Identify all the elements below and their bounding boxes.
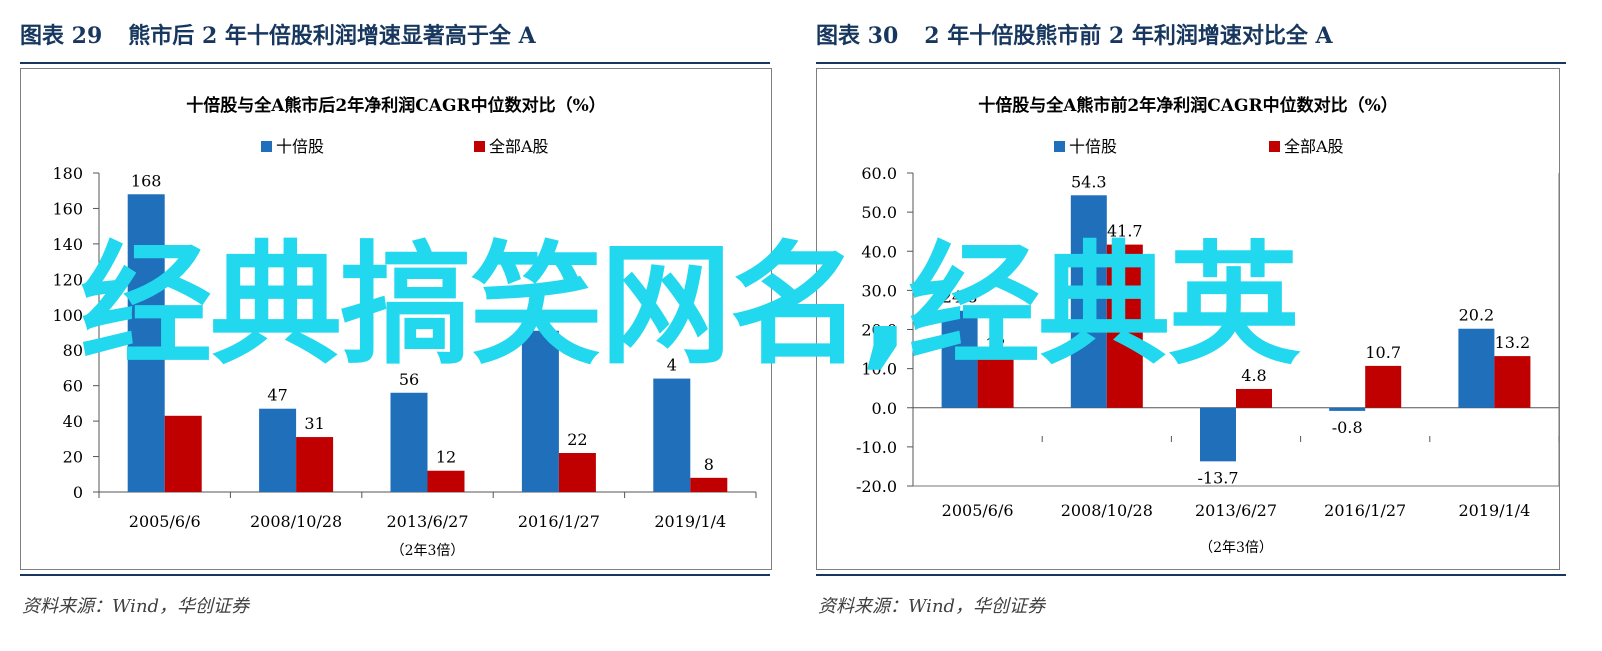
y-tick-label: 100 — [52, 306, 83, 325]
bar — [941, 310, 978, 408]
bar — [427, 470, 465, 492]
data-label: 13.2 — [1495, 333, 1531, 352]
y-tick-label: 120 — [52, 270, 83, 289]
data-label: 20.2 — [1459, 306, 1495, 325]
legend-swatch — [1269, 141, 1280, 152]
data-label: 8 — [704, 455, 714, 474]
figure-title-text: 2 年十倍股熊市前 2 年利润增速对比全 A — [924, 23, 1333, 49]
legend-swatch — [474, 141, 485, 152]
data-label: 56 — [399, 370, 419, 389]
bar — [977, 357, 1014, 408]
x-tick-label: 2005/6/6 — [129, 512, 201, 531]
y-tick-label: -10.0 — [856, 438, 897, 457]
y-tick-label: 140 — [52, 235, 83, 254]
data-label: -13.7 — [1197, 468, 1238, 487]
bar — [690, 477, 728, 492]
chart-title: 十倍股与全A熊市前2年净利润CAGR中位数对比（%） — [978, 95, 1398, 116]
bar — [1329, 407, 1366, 411]
data-label: 31 — [304, 414, 324, 433]
legend-label: 十倍股 — [276, 137, 324, 156]
data-label: -0.8 — [1332, 418, 1363, 437]
legend-label: 全部A股 — [1284, 137, 1344, 156]
legend-label: 全部A股 — [489, 137, 549, 156]
y-tick-label: 20 — [63, 448, 83, 467]
x-axis-label: （2年3倍） — [1199, 540, 1273, 556]
x-tick-label: 2013/6/27 — [386, 512, 468, 531]
y-tick-label: 0.0 — [872, 399, 897, 418]
source-divider — [20, 574, 770, 576]
bar — [558, 453, 596, 492]
figure-30-panel: 图表 30 2 年十倍股熊市前 2 年利润增速对比全 A 十倍股与全A熊市前2年净… — [810, 0, 1602, 651]
x-axis-label: （2年3倍） — [391, 543, 465, 559]
y-tick-label: 50.0 — [861, 203, 897, 222]
chart-title: 十倍股与全A熊市后2年净利润CAGR中位数对比（%） — [186, 95, 606, 116]
title-divider — [816, 62, 1566, 64]
data-label: 12 — [436, 448, 456, 467]
figure-title-text: 熊市后 2 年十倍股利润增速显著高于全 A — [128, 23, 536, 49]
bar — [1070, 195, 1107, 408]
figure-title: 图表 30 2 年十倍股熊市前 2 年利润增速对比全 A — [816, 18, 1333, 50]
data-label: 47 — [267, 386, 287, 405]
legend-swatch — [261, 141, 272, 152]
source-divider — [816, 574, 1566, 576]
y-tick-label: 160 — [52, 199, 83, 218]
source-note: 资料来源：Wind，华创证券 — [22, 596, 250, 617]
data-label: 4 — [667, 356, 677, 375]
bar — [1458, 328, 1495, 408]
bar — [1236, 388, 1272, 408]
y-tick-label: 30.0 — [861, 281, 897, 300]
legend-swatch — [1054, 141, 1065, 152]
y-tick-label: 0 — [73, 483, 83, 502]
bar — [653, 378, 691, 492]
y-tick-label: 40.0 — [861, 242, 897, 261]
bar — [1494, 356, 1531, 408]
y-tick-label: 60.0 — [861, 164, 897, 183]
chart-frame: 十倍股与全A熊市后2年净利润CAGR中位数对比（%） 十倍股 全部A股 0 20 40 60… — [20, 68, 772, 570]
legend-label: 十倍股 — [1069, 137, 1117, 156]
bar — [164, 415, 202, 492]
x-tick-label: 2005/6/6 — [942, 501, 1014, 520]
bar — [259, 408, 297, 492]
figure-29-panel: 图表 29 熊市后 2 年十倍股利润增速显著高于全 A 十倍股与全A熊市后2年净利… — [0, 0, 800, 651]
data-label: 54.3 — [1071, 172, 1107, 191]
bar — [521, 330, 559, 492]
x-tick-label: 2019/1/4 — [1458, 501, 1530, 520]
y-tick-label: 180 — [52, 164, 83, 183]
bar — [390, 392, 428, 492]
bar — [296, 437, 334, 492]
bar-chart: 十倍股与全A熊市前2年净利润CAGR中位数对比（%） 十倍股 全部A股 -20.0 -1… — [856, 95, 1559, 556]
bar — [1106, 244, 1143, 408]
x-tick-label: 2008/10/28 — [250, 512, 342, 531]
data-label: 41.7 — [1107, 222, 1143, 241]
data-label: 22 — [567, 430, 587, 449]
bar — [1200, 407, 1236, 462]
figure-number: 图表 29 — [20, 23, 103, 49]
bar — [1365, 365, 1402, 408]
y-tick-label: 80 — [63, 341, 83, 360]
chart-frame: 十倍股与全A熊市前2年净利润CAGR中位数对比（%） 十倍股 全部A股 -20.0 -1… — [816, 68, 1560, 570]
y-tick-label: -20.0 — [856, 477, 897, 496]
data-label: 24.8 — [942, 288, 978, 307]
bar-chart: 十倍股与全A熊市后2年净利润CAGR中位数对比（%） 十倍股 全部A股 0 20 40 60… — [52, 95, 757, 559]
data-label: 4.8 — [1241, 366, 1266, 385]
source-note: 资料来源：Wind，华创证券 — [818, 596, 1046, 617]
x-tick-label: 2016/1/27 — [518, 512, 600, 531]
data-label: 168 — [131, 171, 162, 190]
y-tick-label: 20.0 — [861, 321, 897, 340]
bar — [127, 194, 165, 492]
x-tick-label: 2013/6/27 — [1195, 501, 1277, 520]
x-tick-label: 2019/1/4 — [654, 512, 726, 531]
figure-number: 图表 30 — [816, 23, 899, 49]
data-label: 12 — [985, 334, 1005, 353]
data-label: 10.7 — [1365, 343, 1401, 362]
title-divider — [20, 62, 770, 64]
y-tick-label: 10.0 — [861, 360, 897, 379]
x-tick-label: 2008/10/28 — [1061, 501, 1153, 520]
x-tick-label: 2016/1/27 — [1324, 501, 1406, 520]
y-tick-label: 60 — [63, 377, 83, 396]
y-tick-label: 40 — [63, 412, 83, 431]
figure-title: 图表 29 熊市后 2 年十倍股利润增速显著高于全 A — [20, 18, 536, 50]
